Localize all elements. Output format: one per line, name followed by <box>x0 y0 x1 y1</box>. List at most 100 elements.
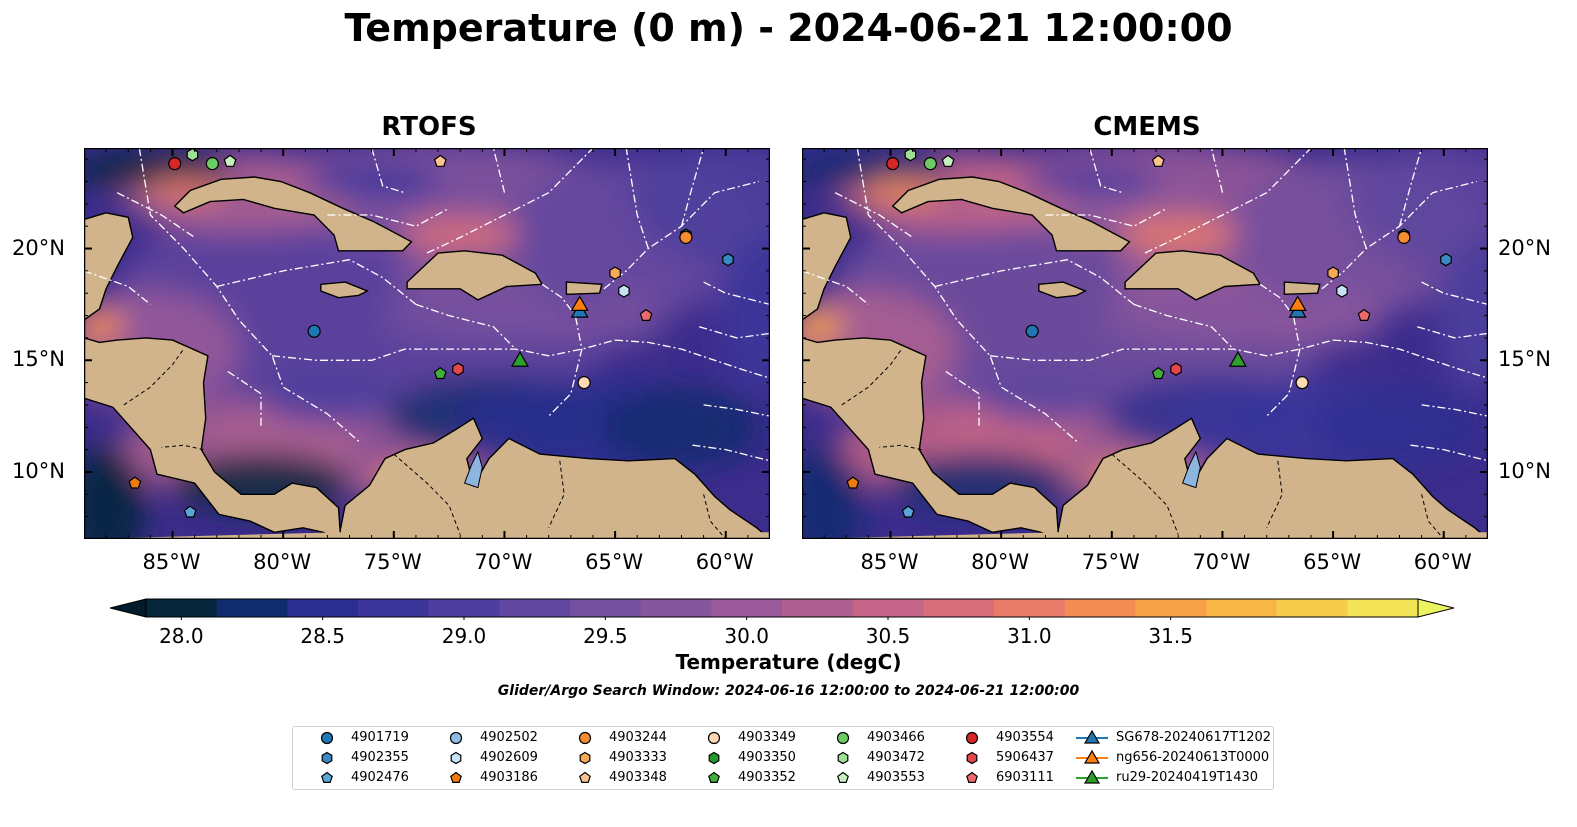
argo-float-4903553[interactable] <box>223 154 237 167</box>
colorbar-tick-label: 29.0 <box>441 624 487 648</box>
colorbar-tick-label: 31.5 <box>1148 624 1193 648</box>
legend-marker-circle-icon <box>965 731 979 745</box>
colorbar-segment <box>994 599 1066 617</box>
argo-float-4903244[interactable] <box>1397 230 1411 244</box>
colorbar-segment <box>146 599 218 617</box>
argo-float-4903466[interactable] <box>923 157 937 171</box>
legend-marker-hexagon-icon <box>708 751 720 765</box>
lon-tick-label: 60°W <box>1413 550 1472 574</box>
glider-ru29-20240419t1430[interactable] <box>1228 351 1247 367</box>
argo-float-4903554[interactable] <box>886 157 900 171</box>
lat-tick-label-right: 10°N <box>1498 458 1551 483</box>
colorbar-segment <box>216 599 288 617</box>
axis-ticks <box>802 148 1488 539</box>
legend-label: 4903350 <box>738 750 796 765</box>
argo-float-4903352[interactable] <box>433 366 447 380</box>
legend-marker-hexagon-icon <box>837 751 849 765</box>
lon-tick-label: 80°W <box>971 550 1030 574</box>
legend-marker-circle-icon <box>836 731 850 745</box>
argo-float-4902355[interactable] <box>1440 253 1452 267</box>
legend-marker-hexagon-icon <box>579 751 591 765</box>
argo-float-4903349[interactable] <box>577 376 591 390</box>
argo-float-4902476[interactable] <box>901 505 915 518</box>
map-frame <box>84 148 770 539</box>
legend-label: SG678-20240617T1202 <box>1116 730 1272 745</box>
map-panel-cmems[interactable] <box>802 148 1488 539</box>
legend-label: 4902476 <box>351 770 409 785</box>
colorbar-segment <box>1206 599 1278 617</box>
argo-float-5906437[interactable] <box>452 362 464 376</box>
legend-label: 4903553 <box>867 770 925 785</box>
colorbar-tick-label: 28.0 <box>159 624 204 648</box>
legend-label: 4903244 <box>609 730 667 745</box>
lon-tick-label: 60°W <box>695 550 754 574</box>
legend-marker-hexagon-icon <box>321 751 333 765</box>
land-hispaniola <box>406 250 544 301</box>
argo-float-4902609[interactable] <box>1336 284 1348 298</box>
colorbar-segment <box>287 599 359 617</box>
colorbar-segment <box>570 599 642 617</box>
land-yucatan <box>802 212 852 321</box>
argo-float-4903472[interactable] <box>904 148 917 162</box>
argo-float-4903244[interactable] <box>679 230 693 244</box>
legend-label: 4903472 <box>867 750 925 765</box>
glider-ru29-20240419t1430[interactable] <box>510 351 529 367</box>
colorbar-segment <box>1347 599 1419 617</box>
map-panel-rtofs[interactable] <box>84 148 770 539</box>
lake-maracaibo <box>1181 450 1201 489</box>
colorbar-tick-label: 30.5 <box>865 624 911 648</box>
argo-float-4903352[interactable] <box>1151 366 1165 380</box>
legend-marker-circle-icon <box>578 731 592 745</box>
legend-marker-circle-icon <box>707 731 721 745</box>
legend-label: 4903333 <box>609 750 667 765</box>
colorbar-tick-label: 31.0 <box>1007 624 1052 648</box>
colorbar-segment <box>1064 599 1136 617</box>
colorbar-segment <box>1135 599 1207 617</box>
legend-marker-circle-icon <box>320 731 334 745</box>
legend-label: 4901719 <box>351 730 409 745</box>
figure-title: Temperature (0 m) - 2024-06-21 12:00:00 <box>344 6 1233 50</box>
argo-float-4903186[interactable] <box>846 476 860 489</box>
glider-ng656-20240613t0000[interactable] <box>1288 295 1307 311</box>
argo-float-4901719[interactable] <box>307 324 321 338</box>
argo-float-4903348[interactable] <box>1151 154 1165 167</box>
argo-float-4903553[interactable] <box>941 154 955 167</box>
legend-marker-pentagon-icon <box>450 771 462 783</box>
argo-float-4903348[interactable] <box>433 154 447 167</box>
argo-float-4903333[interactable] <box>609 266 621 280</box>
glider-ng656-20240613t0000[interactable] <box>570 295 589 311</box>
argo-float-4901719[interactable] <box>1025 324 1039 338</box>
land-puertorico <box>1283 281 1321 296</box>
legend-label: ru29-20240419T1430 <box>1116 770 1259 785</box>
argo-float-6903111[interactable] <box>639 308 653 321</box>
argo-float-4903333[interactable] <box>1327 266 1339 280</box>
argo-float-4903466[interactable] <box>205 157 219 171</box>
colorbar-segment <box>1276 599 1348 617</box>
colorbar-tick-label: 29.5 <box>583 624 628 648</box>
argo-float-4903554[interactable] <box>168 157 182 171</box>
legend: 4901719 4902355 4902476 4902502 4902609 49031… <box>292 726 1274 790</box>
colorbar-tick-label: 30.0 <box>724 624 769 648</box>
argo-float-5906437[interactable] <box>1170 362 1182 376</box>
legend-marker-triangle-icon <box>1076 749 1108 764</box>
land-yucatan <box>84 212 134 321</box>
argo-float-4903349[interactable] <box>1295 376 1309 390</box>
panel-title-cmems: CMEMS <box>1093 112 1201 142</box>
argo-float-4902476[interactable] <box>183 505 197 518</box>
argo-float-4902355[interactable] <box>722 253 734 267</box>
colorbar-segment <box>358 599 430 617</box>
colorbar-segment <box>640 599 712 617</box>
lon-tick-label: 65°W <box>585 550 644 574</box>
legend-marker-triangle-icon <box>1076 729 1108 744</box>
land-jamaica <box>320 281 369 299</box>
lon-tick-label: 80°W <box>253 550 312 574</box>
legend-marker-pentagon-icon <box>837 771 849 783</box>
argo-float-6903111[interactable] <box>1357 308 1371 321</box>
lon-tick-label: 65°W <box>1303 550 1362 574</box>
legend-marker-hexagon-icon <box>966 751 978 765</box>
argo-float-4902609[interactable] <box>618 284 630 298</box>
colorbar-segment <box>428 599 500 617</box>
argo-float-4903186[interactable] <box>128 476 142 489</box>
argo-float-4903472[interactable] <box>186 148 199 162</box>
legend-label: 4903348 <box>609 770 667 785</box>
